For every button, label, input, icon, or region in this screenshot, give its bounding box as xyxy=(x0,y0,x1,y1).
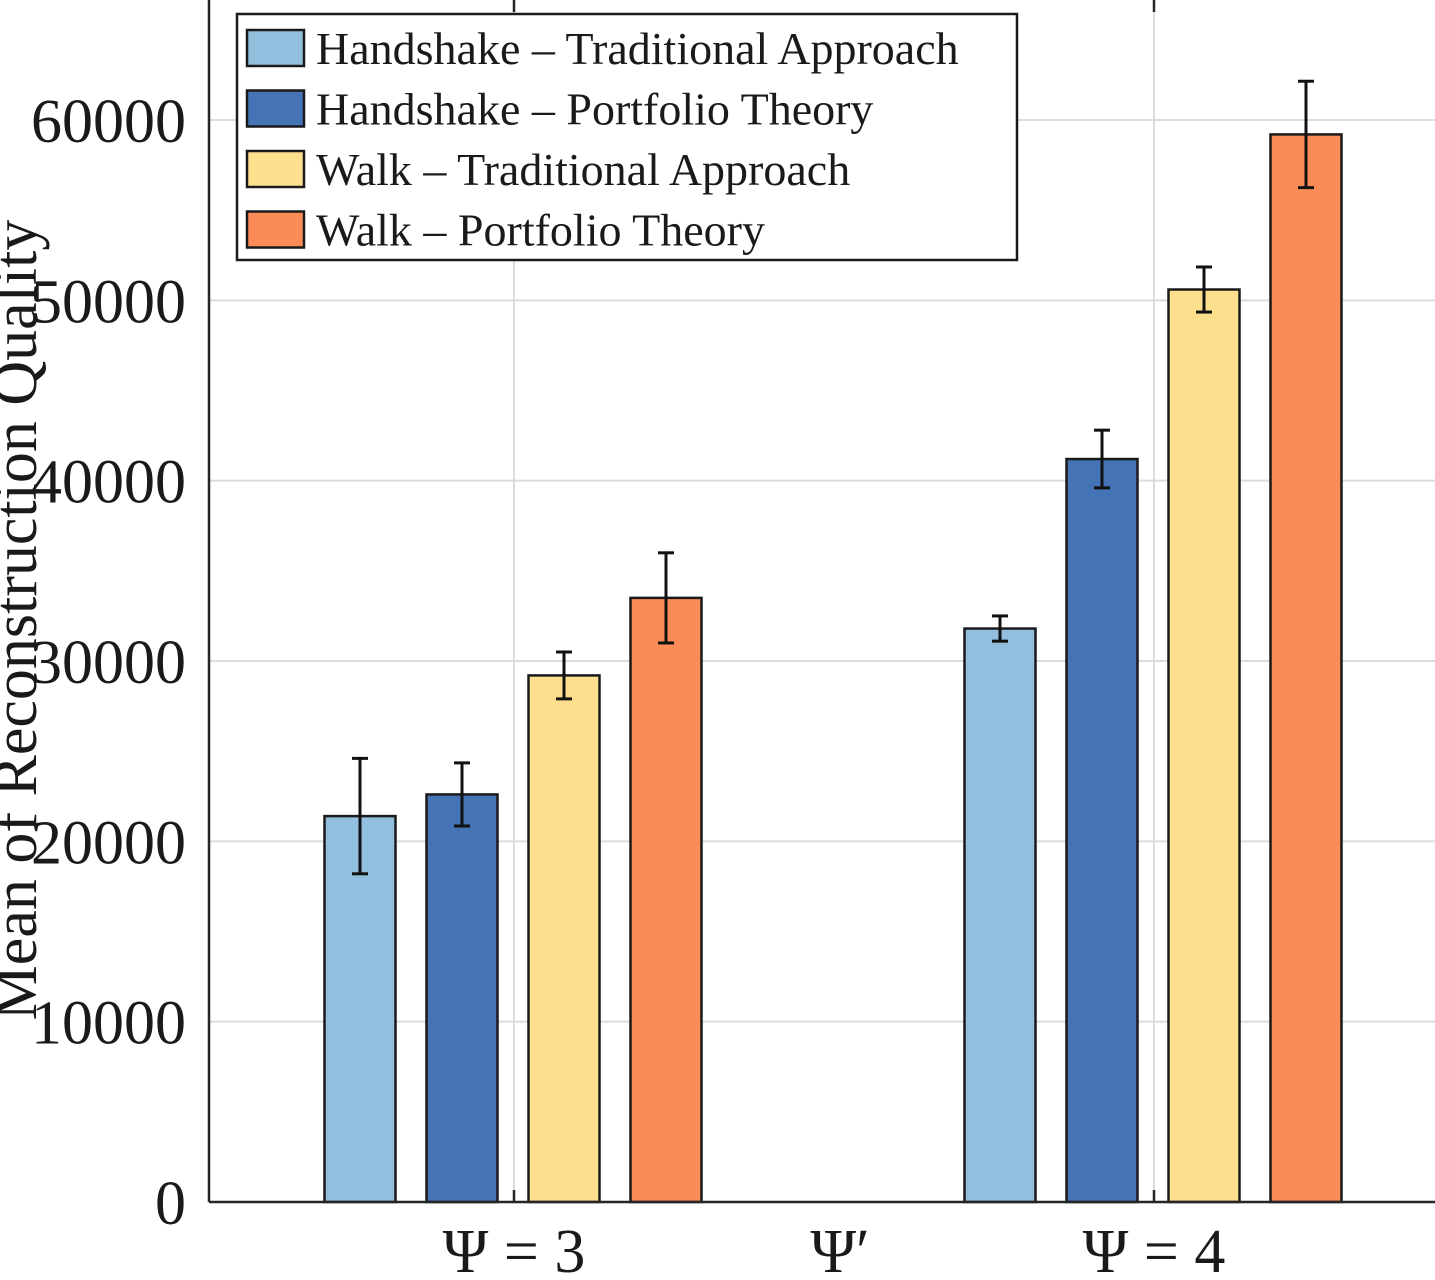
y-tick-label: 40000 xyxy=(31,449,186,517)
axes xyxy=(207,0,1435,1204)
y-tick-label: 10000 xyxy=(31,990,186,1058)
error-bar xyxy=(992,614,1008,643)
bar xyxy=(629,596,703,1204)
bar xyxy=(963,627,1037,1204)
bar xyxy=(1269,133,1343,1204)
y-tick-label: 20000 xyxy=(31,809,186,877)
legend-label: Walk – Traditional Approach xyxy=(316,144,850,195)
legend-label: Walk – Portfolio Theory xyxy=(316,205,765,256)
bar xyxy=(1065,457,1139,1204)
legend-swatch xyxy=(245,89,306,128)
legend-swatch xyxy=(245,210,306,249)
x-axis-title: Ψ′ xyxy=(810,1218,869,1280)
error-bar xyxy=(658,551,674,645)
error-bar xyxy=(1298,79,1314,190)
error-bar xyxy=(454,761,470,828)
bar xyxy=(425,793,499,1204)
legend-swatch xyxy=(245,28,306,68)
legend-label: Handshake – Traditional Approach xyxy=(316,23,959,74)
bar xyxy=(527,674,601,1204)
legend-box xyxy=(235,12,1019,262)
tick-labels: 0 10000 20000 30000 40000 50000 60000 Ψ = 3 Ψ = … xyxy=(31,88,1225,1280)
legend-swatch xyxy=(245,149,306,189)
bar xyxy=(323,814,397,1204)
error-bar xyxy=(352,756,368,876)
error-bar xyxy=(1094,428,1110,490)
y-tick-label: 50000 xyxy=(31,268,186,336)
bars xyxy=(323,79,1343,1204)
error-bar xyxy=(556,650,572,701)
y-tick-label: 30000 xyxy=(31,629,186,697)
error-bar xyxy=(1196,265,1212,314)
legend: Handshake – Traditional Approach Handshak… xyxy=(235,12,1019,262)
legend-label: Handshake – Portfolio Theory xyxy=(316,84,873,135)
y-axis-title: Mean of Reconstruction Quality xyxy=(0,220,50,1021)
x-tick-label: Ψ = 3 xyxy=(443,1218,586,1280)
y-tick-label: 60000 xyxy=(31,88,186,156)
x-tick-label: Ψ = 4 xyxy=(1083,1218,1226,1280)
bar xyxy=(1167,288,1241,1204)
y-tick-label: 0 xyxy=(155,1170,186,1238)
